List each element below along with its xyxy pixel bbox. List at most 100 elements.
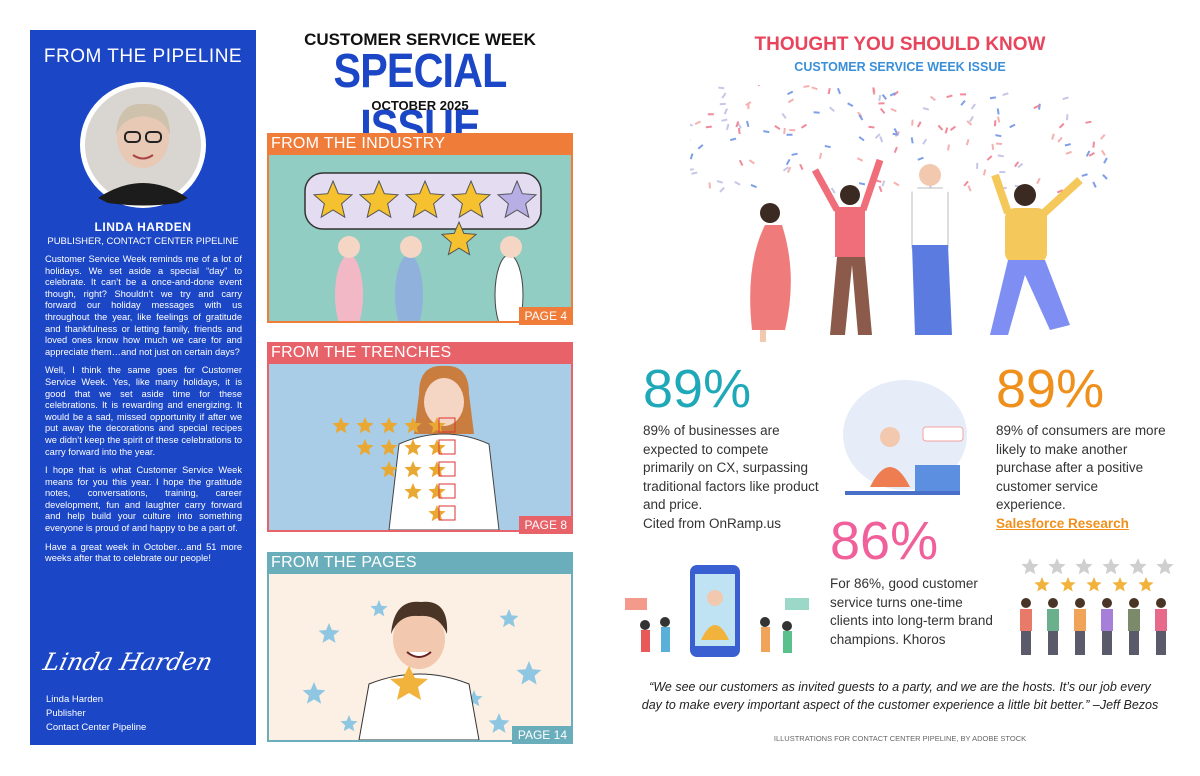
confetti [881, 180, 886, 187]
star [340, 715, 358, 732]
star [312, 179, 354, 219]
sign-off-line: Publisher [46, 708, 86, 719]
confetti [1051, 133, 1055, 140]
confetti [1057, 136, 1063, 143]
confetti [746, 120, 750, 128]
confetti [937, 124, 944, 131]
confetti [721, 92, 727, 99]
confetti [1058, 122, 1065, 129]
section-title: FROM THE TRENCHES [267, 342, 573, 364]
star [380, 439, 398, 456]
confetti [785, 158, 791, 166]
checklist-illustration [332, 365, 500, 530]
author-name: LINDA HARDEN [94, 220, 192, 234]
confetti [963, 180, 969, 187]
confetti [982, 169, 987, 176]
stat-text: For 86%, good customer service turns one… [830, 576, 993, 647]
person-head [1156, 598, 1166, 608]
confetti [1102, 174, 1108, 180]
confetti [944, 127, 949, 134]
sidebar: FROM THE PIPELINE LINDA HARDEN PUBLISHER… [30, 30, 256, 745]
star [516, 661, 542, 685]
confetti [986, 155, 993, 161]
confetti [737, 127, 741, 135]
confetti [836, 87, 841, 95]
confetti [879, 107, 886, 114]
stat-text: 89% of consumers are more likely to make… [996, 422, 1166, 533]
celebration-illustration [690, 85, 1108, 342]
confetti [1081, 173, 1088, 177]
star [356, 439, 374, 456]
confetti [787, 98, 795, 104]
confetti [1009, 123, 1016, 129]
star [1075, 558, 1093, 575]
star [428, 439, 446, 456]
masthead-kicker: CUSTOMER SERVICE WEEK [304, 30, 536, 49]
star [370, 600, 388, 617]
source-link[interactable]: Salesforce Research [996, 515, 1129, 531]
confetti [791, 152, 798, 156]
stat-body: 89% of consumers are more likely to make… [996, 423, 1166, 512]
confetti [892, 90, 899, 97]
confetti [781, 112, 787, 119]
credit: ILLUSTRATIONS FOR CONTACT CENTER PIPELIN… [773, 734, 1027, 743]
confetti [786, 133, 793, 136]
confetti [960, 93, 967, 96]
person-head [1021, 598, 1031, 608]
section-card[interactable]: FROM THE TRENCHES PAGE 8 [267, 342, 573, 534]
confetti [969, 115, 974, 123]
masthead-date: OCTOBER 2025 [371, 98, 469, 113]
portrait [80, 82, 206, 208]
confetti [856, 157, 864, 162]
person-head [1129, 598, 1139, 608]
person-body [1047, 609, 1059, 631]
paragraph: Have a great week in October…and 51 more… [45, 541, 242, 564]
confetti [803, 85, 810, 88]
confetti [1065, 114, 1069, 121]
person-legs [1048, 631, 1058, 655]
person-legs [1102, 631, 1112, 655]
star [358, 179, 400, 219]
confetti [966, 120, 973, 126]
confetti [1085, 150, 1091, 157]
section-card[interactable]: FROM THE INDUSTRY PAGE 4 [267, 133, 573, 325]
confetti [892, 132, 899, 136]
confetti [997, 154, 1004, 158]
star [332, 417, 350, 434]
confetti [893, 128, 899, 135]
section-title: FROM THE PAGES [267, 552, 573, 574]
confetti [995, 142, 1003, 145]
person-legs [1129, 631, 1139, 655]
confetti [965, 139, 970, 146]
confetti [737, 122, 742, 129]
confetti [735, 121, 740, 128]
person-head [1048, 598, 1058, 608]
checkbox [438, 505, 456, 521]
star [428, 461, 446, 478]
sidebar-heading: FROM THE PIPELINE [43, 46, 243, 67]
confetti [868, 125, 875, 129]
star [404, 179, 446, 219]
confetti [893, 181, 900, 187]
star [404, 439, 422, 456]
signature: Linda Harden [40, 648, 216, 676]
section-card[interactable]: FROM THE PAGES PAGE 14 [267, 552, 573, 744]
star [404, 483, 422, 500]
confetti [813, 111, 820, 114]
confetti [789, 128, 796, 132]
confetti [1065, 150, 1072, 155]
star [1138, 577, 1154, 592]
confetti [929, 95, 936, 102]
confetti [818, 152, 823, 159]
page-ref: PAGE 8 [518, 516, 573, 534]
confetti [917, 156, 924, 161]
confetti [995, 134, 1002, 138]
confetti [782, 166, 789, 172]
confetti [949, 125, 956, 131]
confetti [1085, 120, 1092, 124]
confetti [799, 163, 804, 171]
star [356, 417, 374, 434]
sign-off-line: Linda Harden [46, 694, 104, 705]
confetti [997, 116, 1001, 123]
